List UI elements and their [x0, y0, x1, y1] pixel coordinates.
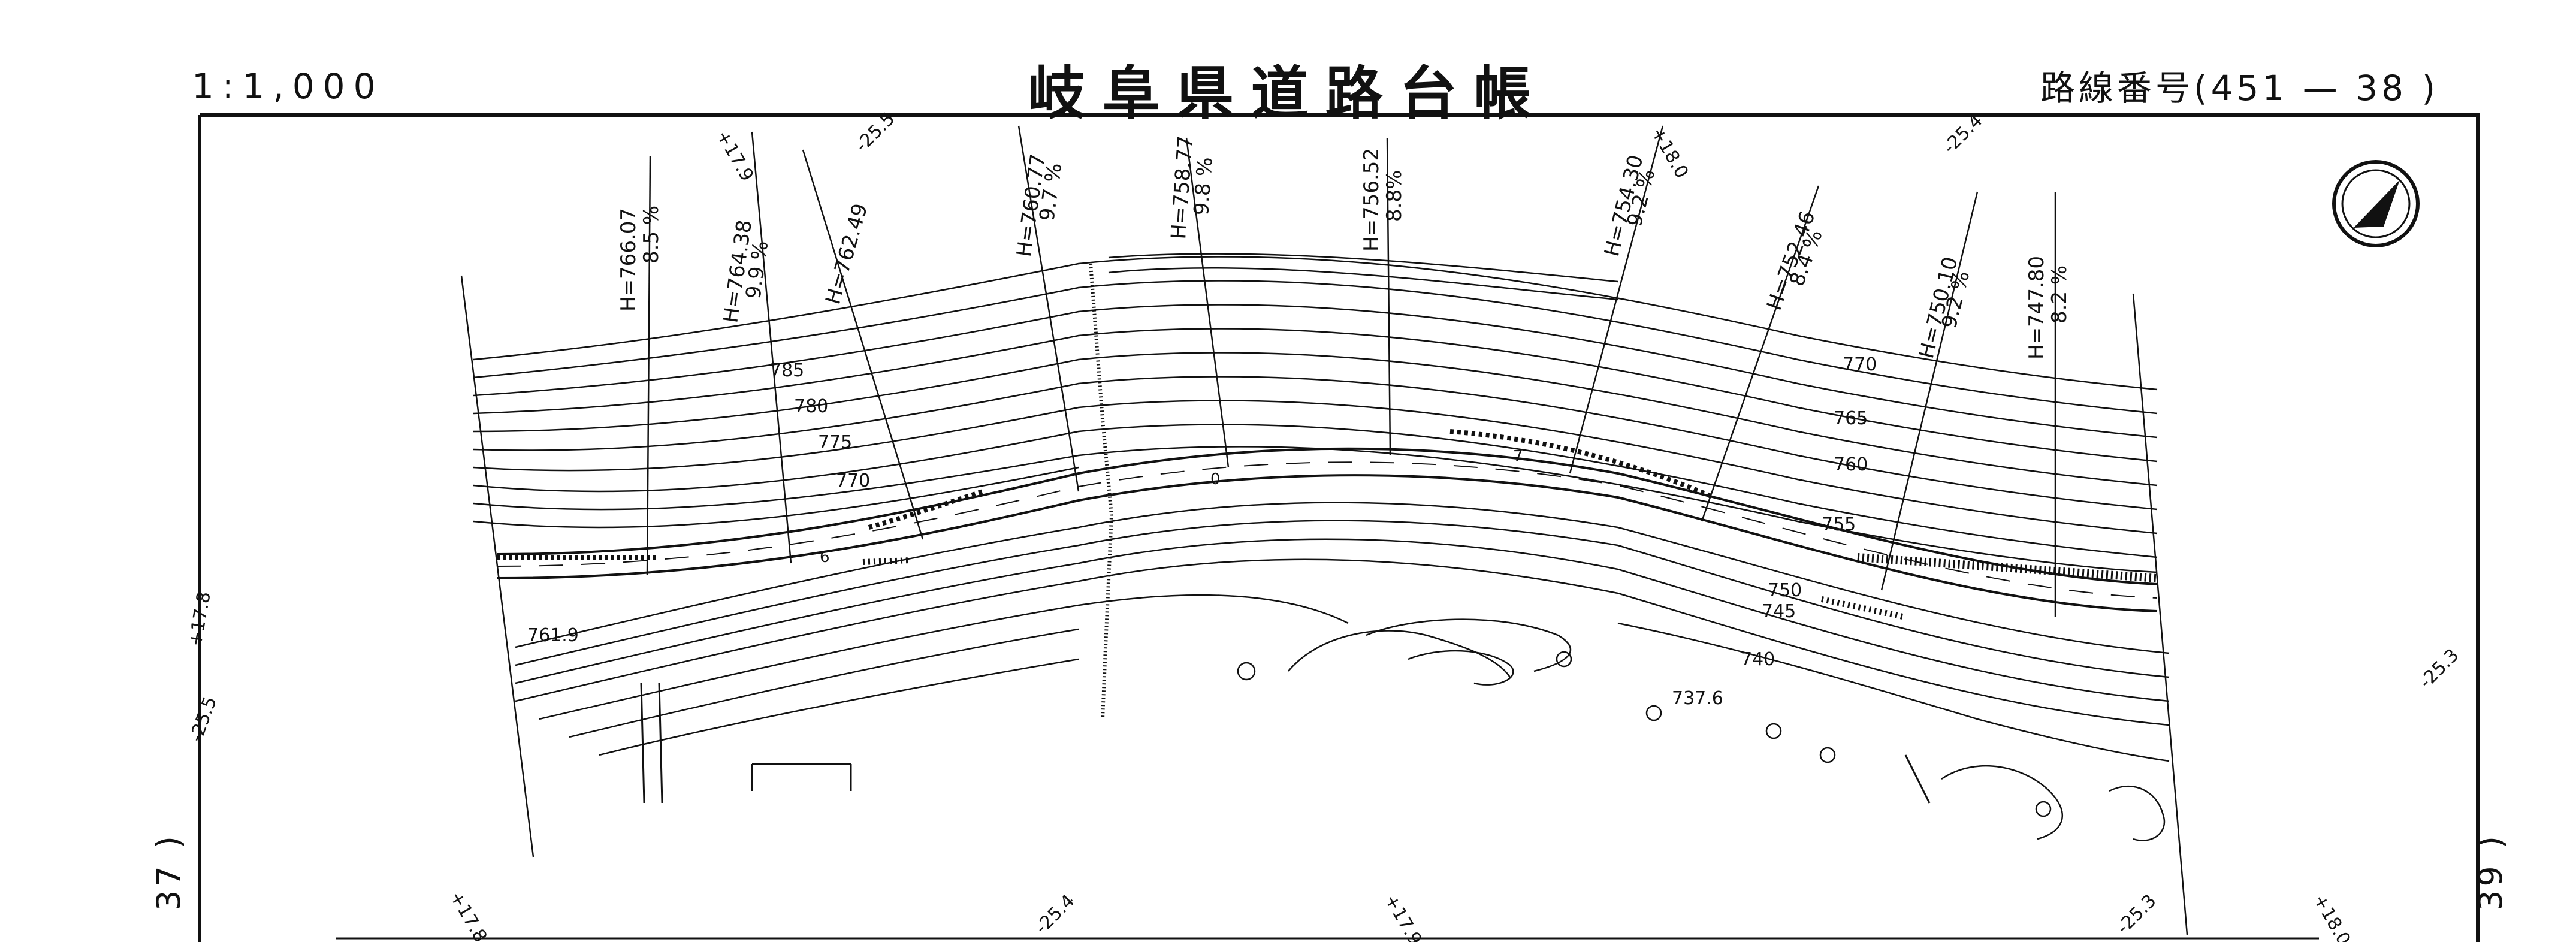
edge-tick-top-1: +17.9	[712, 127, 757, 185]
north-arrow-icon	[2332, 160, 2420, 247]
edge-tick-top-4: -25.4	[1939, 110, 1987, 158]
map-frame	[198, 113, 2480, 942]
adjacent-sheet-left: 37 )	[150, 832, 188, 911]
adjacent-sheet-right: 39 )	[2472, 832, 2509, 911]
contour-label-760: 760	[1834, 454, 1868, 475]
edge-tick-right-1: -25.3	[2415, 645, 2463, 693]
station-mark-7: 7	[1513, 448, 1523, 466]
contour-label-775: 775	[818, 432, 852, 453]
road	[497, 429, 2158, 620]
contour-label-755: 755	[1822, 514, 1856, 535]
contour-label-785: 785	[770, 360, 804, 381]
map-scale: 1:1,000	[192, 66, 384, 107]
station-mark-6: 6	[820, 548, 830, 566]
edge-tick-bottom-4: -25.3	[2113, 890, 2161, 938]
contour-label-770-right: 770	[1843, 354, 1877, 375]
section-grade-10: 8.2 %	[2047, 265, 2071, 324]
edge-tick-left-1: +17.8	[185, 590, 215, 648]
section-h-1: H=766.07	[617, 208, 641, 312]
ridge-lines	[640, 263, 1931, 804]
contours-upper	[473, 253, 2158, 573]
section-grade-1: 8.5 %	[639, 206, 663, 264]
contour-label-750: 750	[1768, 580, 1802, 601]
section-grade-5: 9.8 %	[1189, 156, 1218, 216]
section-h-6: H=756.52	[1360, 148, 1384, 252]
edge-tick-bottom-5: +18.0	[2309, 891, 2354, 942]
spot-height-761: 761.9	[527, 625, 579, 646]
section-h-3: H=762.49	[821, 201, 872, 307]
contour-label-740: 740	[1741, 649, 1775, 670]
contour-label-765: 765	[1834, 408, 1868, 429]
route-number: 路線番号(451 — 38 )	[2040, 68, 2439, 108]
contour-label-780: 780	[794, 396, 828, 417]
riverbank-vegetation	[1237, 630, 2166, 841]
edge-tick-bottom-2: -25.4	[1031, 890, 1079, 938]
contours-lower	[515, 502, 2170, 762]
section-h-10: H=747.80	[2025, 256, 2049, 360]
contour-label-745: 745	[1762, 601, 1796, 622]
contour-label-770-left: 770	[836, 470, 870, 491]
edge-tick-bottom-1: +17.8	[445, 888, 491, 942]
section-grade-6: 8.8%	[1382, 170, 1406, 222]
station-mark-0: 0	[1210, 470, 1221, 488]
edge-tick-left-2: -25.5	[186, 694, 221, 745]
cross-section-lines	[460, 125, 2188, 935]
spot-height-737: 737.6	[1672, 688, 1723, 709]
edge-tick-bottom-3: +17.9	[1380, 891, 1426, 942]
